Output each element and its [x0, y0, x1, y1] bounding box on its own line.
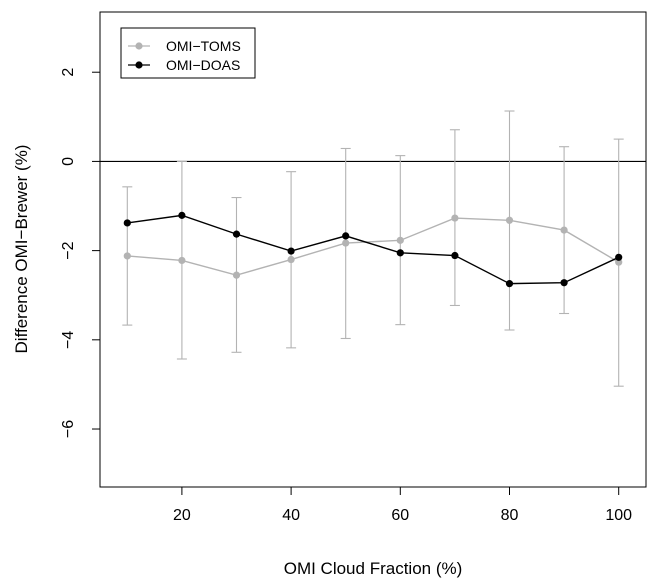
series-line-1 [127, 214, 619, 285]
data-point-1-3 [287, 247, 295, 255]
legend-marker-omi-doas [135, 61, 143, 69]
x-tick-label: 20 [173, 507, 191, 524]
data-point-0-6 [451, 214, 459, 222]
x-axis-label: OMI Cloud Fraction (%) [284, 559, 463, 578]
data-point-1-2 [232, 230, 241, 238]
y-axis: −6 −4 −2 0 2 [60, 68, 101, 438]
x-tick-label: 100 [605, 507, 632, 524]
data-point-1-9 [615, 253, 623, 261]
data-point-1-1 [178, 211, 186, 219]
legend: OMI−TOMS OMI−DOAS [120, 27, 256, 79]
legend-label-omi-toms: OMI−TOMS [166, 38, 241, 54]
y-tick-label: −4 [60, 331, 77, 349]
data-point-1-6 [451, 251, 459, 260]
series-lines [123, 211, 623, 288]
data-point-1-4 [342, 232, 350, 240]
legend-label-omi-doas: OMI−DOAS [166, 57, 240, 73]
data-point-0-5 [396, 236, 404, 244]
error-bars [122, 110, 624, 387]
data-point-1-0 [123, 219, 131, 227]
y-tick-label: −2 [60, 241, 77, 259]
y-axis-label: Difference OMI−Brewer (%) [12, 145, 31, 354]
y-tick-label: 2 [60, 68, 77, 77]
y-tick-label: −6 [60, 420, 77, 438]
data-point-0-1 [178, 256, 186, 265]
data-point-0-3 [287, 255, 295, 264]
data-point-0-2 [232, 271, 241, 279]
data-point-1-5 [396, 249, 404, 257]
series-line-0 [127, 217, 620, 276]
data-point-0-4 [342, 239, 350, 247]
legend-box [120, 27, 256, 79]
data-point-1-8 [560, 279, 568, 287]
x-tick-label: 40 [282, 507, 300, 524]
x-tick-label: 80 [501, 507, 519, 524]
data-point-1-7 [505, 280, 514, 288]
data-point-0-0 [123, 252, 131, 260]
data-point-0-8 [560, 226, 568, 234]
x-tick-label: 60 [391, 507, 409, 524]
legend-marker-omi-toms [135, 42, 143, 50]
data-point-0-7 [505, 216, 514, 224]
y-tick-label: 0 [60, 157, 77, 166]
x-axis: 20 40 60 80 100 [173, 486, 632, 524]
